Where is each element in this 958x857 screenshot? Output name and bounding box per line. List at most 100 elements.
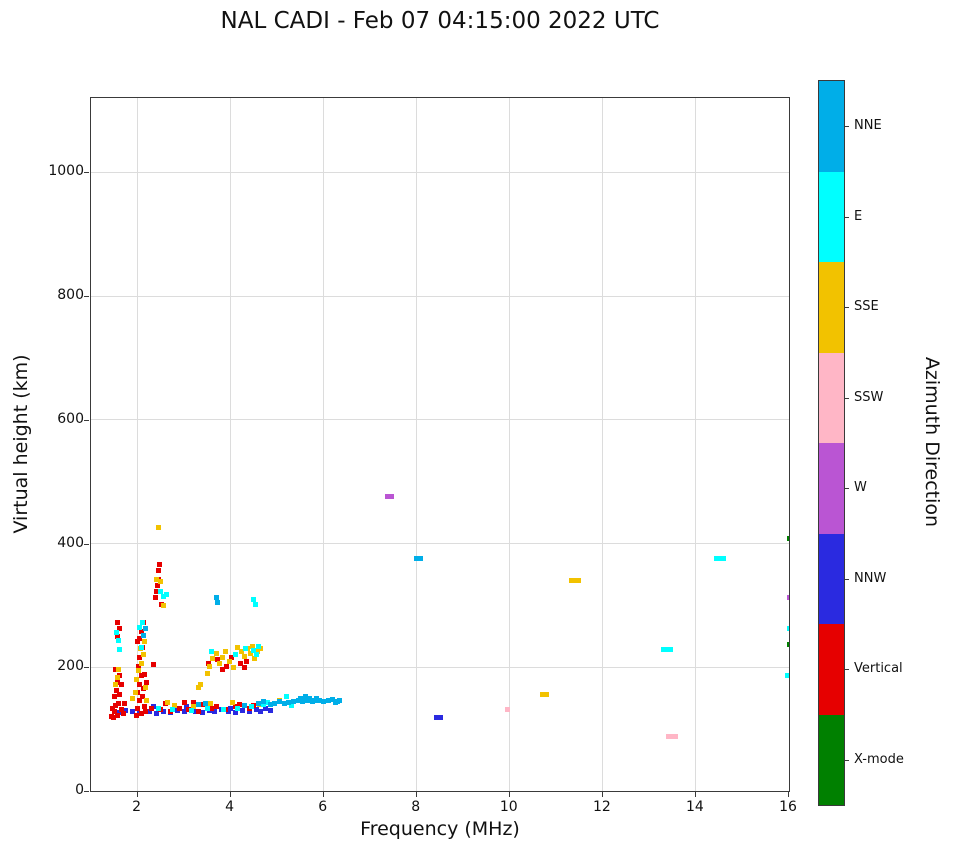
data-point — [786, 641, 789, 647]
data-point — [219, 654, 225, 660]
data-point — [158, 589, 164, 595]
data-point — [122, 700, 127, 706]
data-point — [389, 493, 395, 499]
data-point — [161, 594, 167, 600]
data-point — [209, 706, 215, 712]
grid-line — [416, 98, 418, 791]
colorbar-segment-vertical — [819, 624, 844, 715]
data-point — [210, 656, 216, 662]
data-point — [252, 656, 258, 662]
data-point — [144, 679, 150, 685]
data-point — [121, 710, 127, 716]
data-point — [255, 648, 261, 654]
data-point — [239, 648, 245, 654]
data-point — [155, 705, 161, 711]
data-point — [321, 699, 327, 705]
data-point — [130, 709, 136, 715]
data-point — [714, 556, 720, 562]
data-point — [112, 682, 118, 688]
data-point — [286, 700, 292, 706]
x-tick-label: 10 — [499, 799, 518, 815]
data-point — [229, 654, 235, 660]
y-tick-label: 400 — [57, 534, 84, 551]
data-point — [117, 673, 123, 679]
data-point — [116, 709, 122, 715]
data-point — [204, 706, 210, 712]
data-point — [195, 708, 201, 714]
y-tick-label: 0 — [75, 782, 84, 798]
data-point — [290, 698, 296, 704]
colorbar-segment-sse — [819, 262, 844, 353]
data-point — [272, 700, 278, 706]
data-point — [786, 595, 789, 601]
data-point — [116, 667, 122, 673]
y-axis-tick — [84, 172, 89, 174]
data-point — [251, 596, 257, 602]
grid-line — [695, 98, 697, 791]
x-tick-label: 4 — [225, 799, 235, 815]
data-point — [281, 701, 287, 707]
data-point — [215, 657, 221, 663]
data-point — [142, 704, 148, 710]
data-point — [141, 638, 147, 644]
data-point — [665, 734, 671, 740]
colorbar-tick — [845, 397, 849, 399]
grid-line — [91, 666, 789, 668]
grid-line — [91, 543, 789, 544]
data-point — [115, 633, 121, 639]
grid-line — [602, 98, 604, 791]
data-point — [267, 701, 273, 707]
y-axis-tick — [84, 419, 89, 421]
data-point — [228, 705, 234, 711]
chart-title: NAL CADI - Feb 07 04:15:00 2022 UTC — [220, 8, 660, 34]
data-point — [211, 709, 217, 715]
data-point — [135, 668, 141, 674]
data-point — [163, 591, 169, 597]
data-point — [239, 708, 245, 714]
y-axis-tick — [84, 667, 89, 669]
y-axis-tick — [84, 543, 89, 545]
data-point — [195, 684, 201, 690]
data-point — [119, 682, 125, 688]
data-point — [153, 576, 159, 582]
grid-line — [137, 98, 139, 791]
data-point — [119, 706, 125, 712]
data-point — [135, 638, 141, 644]
grid-line — [91, 295, 789, 297]
data-point — [139, 620, 145, 626]
x-tick-label: 8 — [411, 799, 421, 815]
data-point — [242, 703, 248, 709]
data-point — [143, 626, 149, 632]
data-point — [152, 595, 158, 601]
data-point — [276, 699, 282, 705]
data-point — [572, 578, 578, 584]
data-point — [242, 653, 248, 659]
data-point — [237, 701, 243, 707]
data-point — [417, 556, 423, 562]
data-point — [146, 709, 152, 715]
data-point — [117, 647, 123, 653]
data-point — [136, 654, 142, 660]
data-point — [110, 706, 116, 712]
data-point — [223, 648, 229, 654]
y-tick-label: 600 — [57, 410, 84, 427]
data-point — [116, 637, 122, 643]
data-point — [221, 707, 227, 713]
data-point — [316, 698, 322, 704]
data-point — [165, 700, 171, 706]
data-point — [260, 699, 266, 705]
data-point — [136, 698, 142, 704]
colorbar-tick — [845, 307, 849, 309]
data-point — [214, 704, 220, 710]
x-axis-tick — [229, 792, 231, 797]
data-point — [139, 694, 145, 700]
x-tick-label: 6 — [318, 799, 328, 815]
x-tick-label: 14 — [686, 799, 704, 815]
data-point — [219, 667, 225, 673]
data-point — [216, 661, 222, 667]
colorbar-category-label: NNE — [854, 118, 882, 134]
data-point — [242, 664, 248, 670]
data-point — [151, 661, 157, 667]
x-axis-tick — [508, 792, 510, 797]
data-point — [568, 578, 574, 584]
